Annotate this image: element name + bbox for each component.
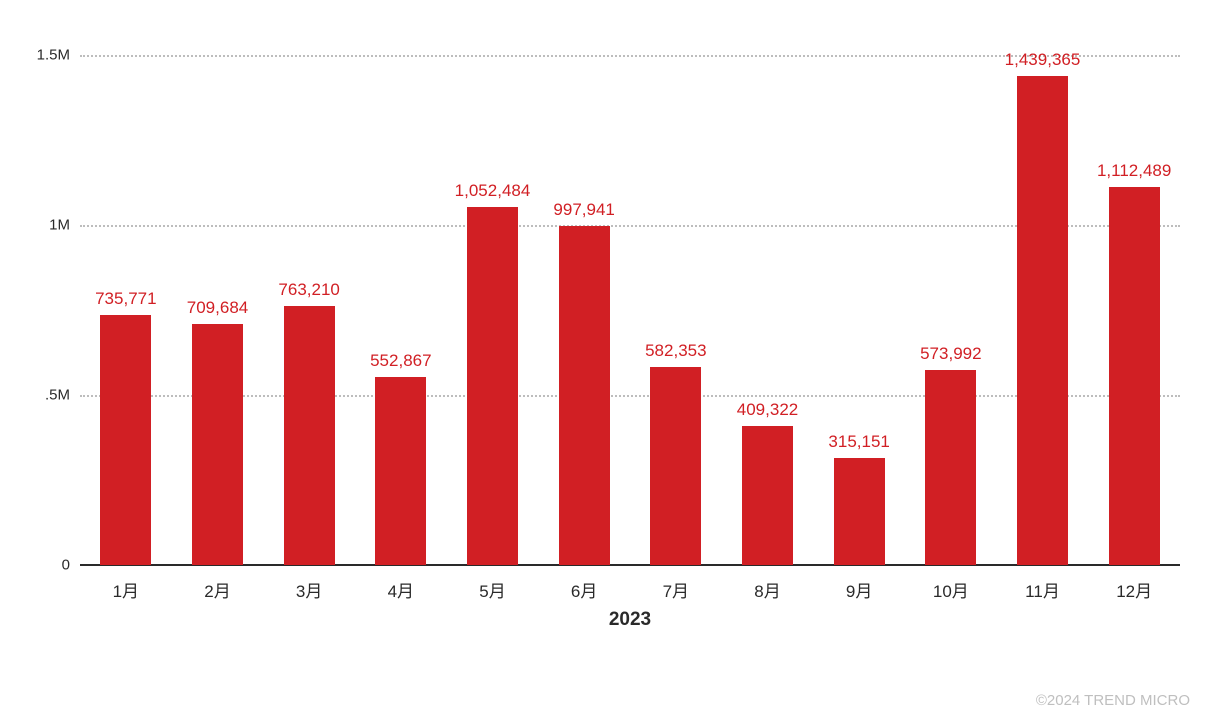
chart-container: 0 .5M 1M 1.5M 735,771 1月 709,684 2月 763,210 3月 552…	[0, 0, 1208, 723]
bar	[925, 370, 976, 565]
bar-value-label: 573,992	[920, 344, 981, 364]
bar-value-label: 1,439,365	[1005, 50, 1081, 70]
x-tick-label: 2月	[204, 565, 230, 602]
y-tick-label: 0	[62, 557, 80, 574]
y-tick-label: .5M	[45, 387, 80, 404]
bar-value-label: 997,941	[553, 200, 614, 220]
x-tick-label: 12月	[1116, 565, 1152, 602]
x-axis-title: 2023	[609, 609, 651, 631]
gridline	[80, 225, 1180, 227]
x-axis-baseline	[80, 564, 1180, 566]
bar-value-label: 1,052,484	[455, 181, 531, 201]
bar-value-label: 1,112,489	[1097, 161, 1171, 181]
bar	[375, 377, 426, 565]
bar-value-label: 409,322	[737, 400, 798, 420]
plot-area: 0.5M1M1.5M735,7711月709,6842月763,2103月552…	[80, 55, 1180, 565]
y-tick-label: 1M	[49, 217, 80, 234]
bar	[467, 207, 518, 565]
x-tick-label: 6月	[571, 565, 597, 602]
bar-value-label: 552,867	[370, 351, 431, 371]
bar	[1017, 76, 1068, 565]
bar	[559, 226, 610, 565]
bar-value-label: 582,353	[645, 341, 706, 361]
y-tick-label: 1.5M	[37, 47, 80, 64]
bar	[192, 324, 243, 565]
bar-value-label: 315,151	[828, 432, 889, 452]
gridline	[80, 395, 1180, 397]
bar-value-label: 763,210	[278, 280, 339, 300]
bar-value-label: 709,684	[187, 298, 248, 318]
x-tick-label: 5月	[479, 565, 505, 602]
bar	[100, 315, 151, 565]
x-tick-label: 11月	[1025, 565, 1060, 602]
x-tick-label: 10月	[933, 565, 969, 602]
x-tick-label: 7月	[663, 565, 689, 602]
bar	[742, 426, 793, 565]
x-tick-label: 9月	[846, 565, 872, 602]
bar	[1109, 187, 1160, 565]
bar-value-label: 735,771	[95, 289, 156, 309]
x-tick-label: 8月	[754, 565, 780, 602]
bar	[284, 306, 335, 565]
bar	[834, 458, 885, 565]
bar	[650, 367, 701, 565]
copyright-label: ©2024 TREND MICRO	[1036, 692, 1190, 709]
x-tick-label: 3月	[296, 565, 322, 602]
x-tick-label: 4月	[388, 565, 414, 602]
x-tick-label: 1月	[113, 565, 139, 602]
